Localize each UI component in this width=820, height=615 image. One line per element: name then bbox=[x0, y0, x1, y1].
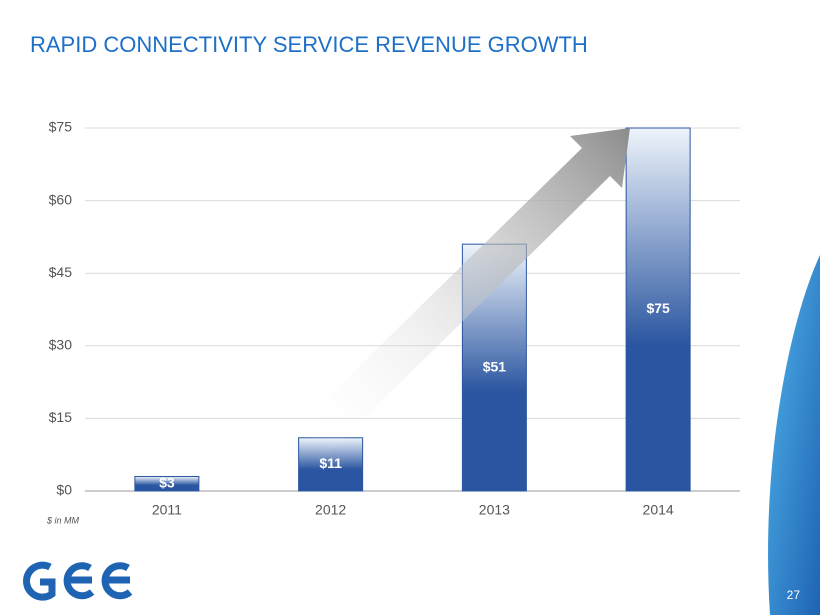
value-label: $11 bbox=[319, 455, 342, 471]
x-tick-label: 2013 bbox=[479, 502, 510, 518]
x-tick-label: 2012 bbox=[315, 502, 346, 518]
x-tick-label: 2014 bbox=[643, 502, 674, 518]
y-tick-label: $15 bbox=[49, 409, 73, 425]
y-tick-label: $60 bbox=[49, 191, 73, 207]
decor-swoosh bbox=[768, 255, 820, 615]
bar bbox=[625, 127, 691, 492]
x-tick-label: 2011 bbox=[152, 502, 182, 518]
chart-title: RAPID CONNECTIVITY SERVICE REVENUE GROWT… bbox=[30, 32, 588, 57]
slide-number: 27 bbox=[787, 588, 801, 602]
plot: $0 $15 $30 $45 $60 $75 2011 2012 2013 2014 bbox=[49, 119, 740, 518]
y-tick-label: $75 bbox=[49, 119, 73, 135]
trend-arrow bbox=[296, 128, 630, 460]
y-tick-label: $45 bbox=[49, 264, 73, 280]
value-labels: $3 $11 $51 $75 bbox=[159, 300, 670, 490]
y-tick-label: $0 bbox=[56, 482, 72, 498]
value-label: $51 bbox=[483, 358, 507, 374]
value-label: $75 bbox=[646, 300, 670, 316]
logo bbox=[23, 561, 133, 601]
value-label: $3 bbox=[159, 474, 175, 490]
annotation: $ in MM bbox=[46, 515, 80, 525]
y-tick-label: $30 bbox=[49, 337, 73, 353]
bar bbox=[134, 475, 200, 492]
